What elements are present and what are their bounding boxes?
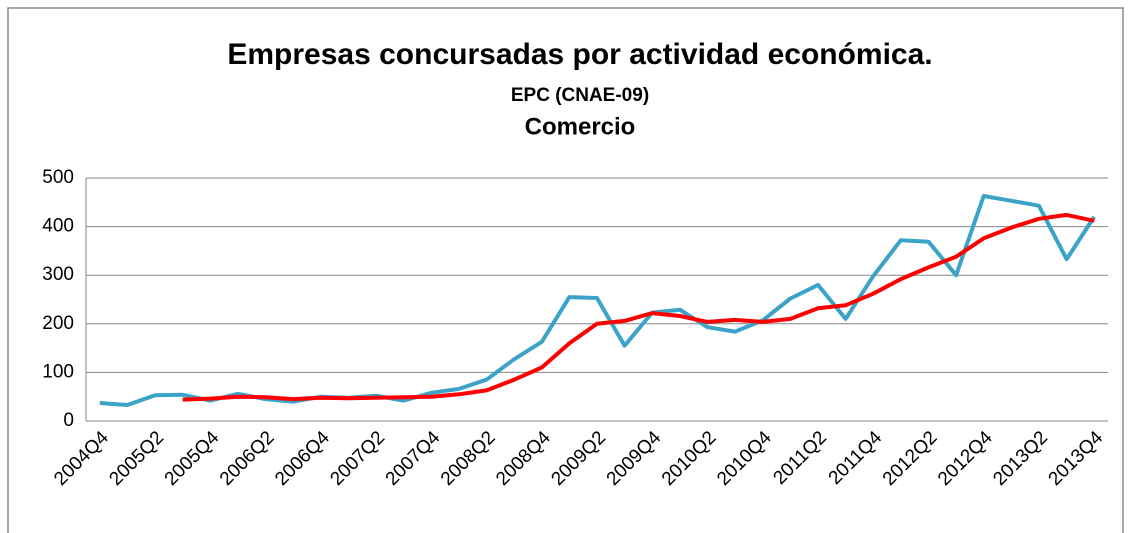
x-tick-label: 2005Q4	[161, 427, 224, 490]
x-tick-label: 2009Q4	[603, 427, 666, 490]
y-tick-label: 400	[42, 216, 74, 237]
x-tick-label: 2007Q2	[326, 427, 389, 490]
y-tick-label: 0	[63, 410, 74, 431]
x-tick-label: 2011Q2	[769, 427, 831, 489]
x-tick-label: 2011Q4	[825, 427, 887, 489]
x-tick-label: 2006Q2	[216, 427, 279, 490]
chart-subtitle: EPC (CNAE-09)	[511, 85, 649, 106]
x-tick-label: 2012Q4	[934, 427, 997, 490]
x-tick-label: 2013Q2	[989, 427, 1052, 490]
x-tick-label: 2010Q2	[658, 427, 721, 490]
x-tick-label: 2007Q4	[382, 427, 445, 490]
x-tick-label: 2012Q2	[879, 427, 942, 490]
y-tick-label: 200	[42, 313, 74, 334]
chart-subtitle: Comercio	[525, 113, 636, 140]
y-tick-label: 300	[42, 264, 74, 285]
x-tick-label: 2009Q2	[547, 427, 610, 490]
x-tick-label: 2004Q4	[50, 427, 113, 490]
y-tick-label: 500	[42, 167, 74, 188]
chart-title: Empresas concursadas por actividad econó…	[227, 38, 932, 71]
x-tick-label: 2010Q4	[713, 427, 776, 490]
data-line	[182, 212, 1095, 402]
x-tick-label: 2008Q4	[492, 427, 555, 490]
x-tick-label: 2013Q4	[1045, 427, 1108, 490]
data-line	[99, 194, 1096, 407]
x-tick-label: 2005Q2	[105, 427, 168, 490]
chart-border	[7, 7, 1124, 533]
y-tick-label: 100	[42, 361, 74, 382]
x-tick-label: 2008Q2	[437, 427, 500, 490]
x-tick-label: 2006Q4	[271, 427, 334, 490]
